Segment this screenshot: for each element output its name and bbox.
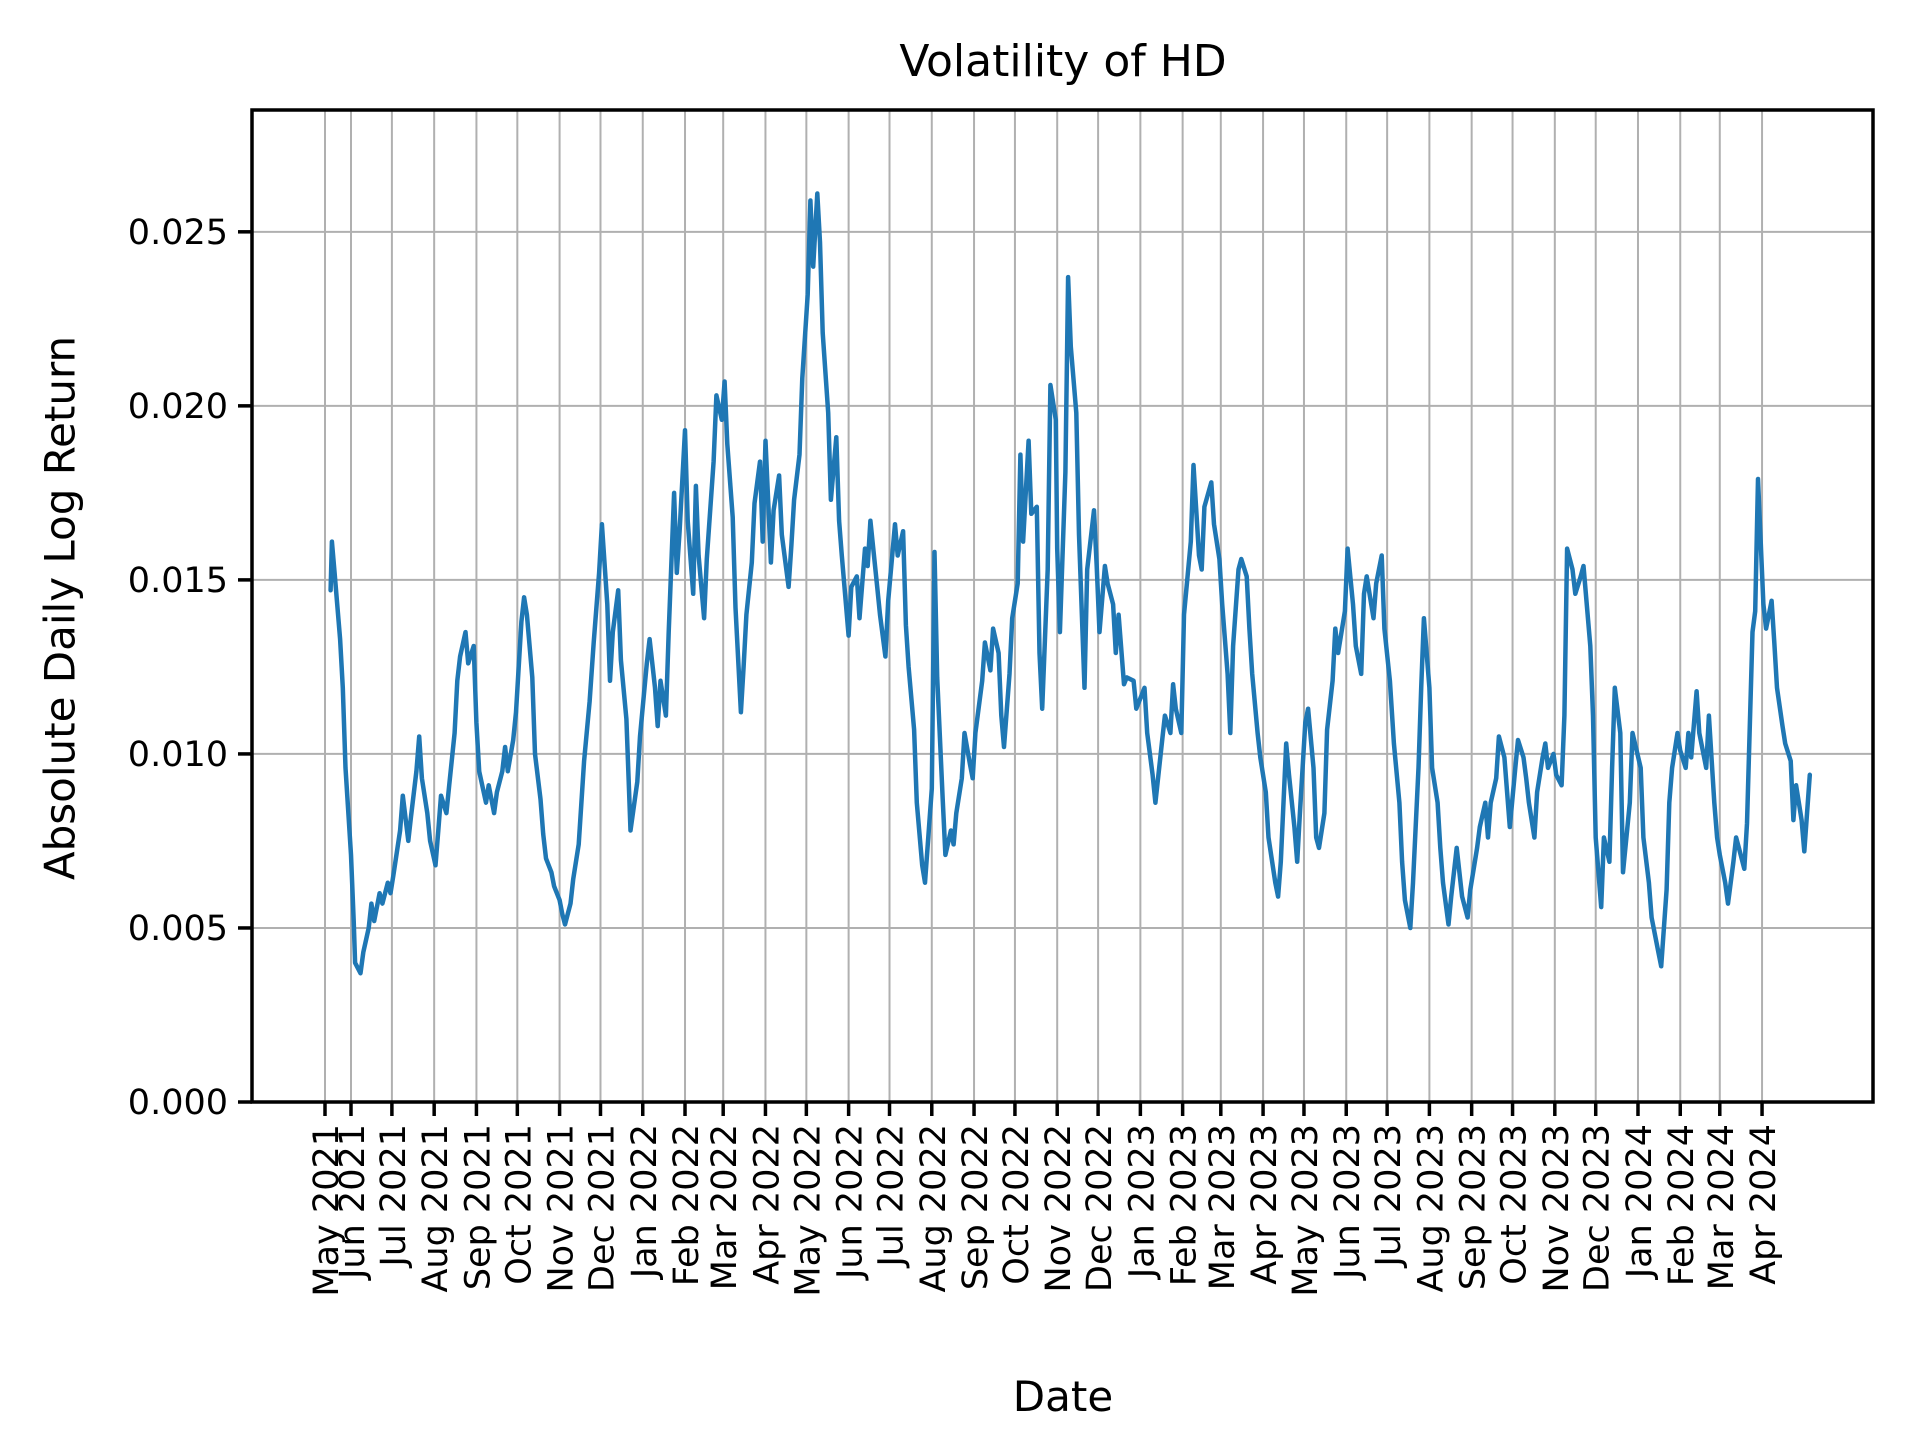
x-tick-label: Nov 2022 <box>1039 1124 1079 1293</box>
x-tick-label: May 2023 <box>1286 1124 1326 1297</box>
x-tick-label: Jun 2021 <box>333 1124 373 1281</box>
chart-title: Volatility of HD <box>899 36 1227 87</box>
y-tick-label: 0.020 <box>128 387 228 427</box>
x-tick-label: May 2021 <box>307 1124 347 1297</box>
x-tick-label: Feb 2024 <box>1662 1124 1702 1286</box>
x-tick-label: Sep 2021 <box>458 1124 498 1290</box>
y-tick-label: 0.025 <box>128 213 228 253</box>
x-tick-label: Jun 2022 <box>831 1124 871 1281</box>
x-tick-label: Dec 2021 <box>582 1124 622 1292</box>
x-tick-label: Feb 2023 <box>1165 1124 1205 1286</box>
x-tick-label: Jul 2022 <box>872 1124 912 1268</box>
data-line <box>328 191 1813 976</box>
x-tick-label: Jan 2023 <box>1122 1124 1162 1280</box>
x-tick-label: Sep 2023 <box>1454 1124 1494 1290</box>
x-tick-label: Apr 2022 <box>747 1124 787 1285</box>
x-tick-label: Aug 2021 <box>416 1124 456 1293</box>
x-tick-label: Dec 2023 <box>1578 1124 1618 1292</box>
x-tick-label: Feb 2022 <box>667 1124 707 1286</box>
x-tick-label: Jan 2024 <box>1620 1124 1660 1280</box>
x-tick-label: Oct 2022 <box>997 1124 1037 1285</box>
x-tick-label: Nov 2021 <box>542 1124 582 1293</box>
x-tick-label: Mar 2022 <box>705 1124 745 1290</box>
x-tick-label: Dec 2022 <box>1080 1124 1120 1292</box>
x-tick-label: Aug 2022 <box>914 1124 954 1293</box>
x-tick-label: May 2022 <box>788 1124 828 1297</box>
x-tick-label: Sep 2022 <box>956 1124 996 1290</box>
x-tick-label: Jun 2023 <box>1328 1124 1368 1281</box>
x-tick-label: Oct 2023 <box>1495 1124 1535 1285</box>
x-tick-label: Mar 2024 <box>1702 1124 1742 1290</box>
x-tick-label: Nov 2023 <box>1537 1124 1577 1293</box>
x-tick-label: Jul 2023 <box>1369 1124 1409 1268</box>
x-tick-label: Apr 2023 <box>1245 1124 1285 1285</box>
x-axis-label: Date <box>1012 1372 1114 1421</box>
x-tick-label: Aug 2023 <box>1411 1124 1451 1293</box>
plot-border <box>250 108 1875 1104</box>
x-tick-label: Oct 2021 <box>499 1124 539 1285</box>
x-tick-label: Apr 2024 <box>1744 1124 1784 1285</box>
x-tick-label: Jan 2022 <box>625 1124 665 1280</box>
y-tick-label: 0.005 <box>128 909 228 949</box>
y-axis-label: Absolute Daily Log Return <box>35 335 85 881</box>
y-tick-label: 0.015 <box>128 561 228 601</box>
y-tick-label: 0.010 <box>128 735 228 775</box>
x-tick-label: Mar 2023 <box>1203 1124 1243 1290</box>
x-tick-label: Jul 2021 <box>374 1124 414 1268</box>
y-tick-label: 0.000 <box>128 1083 228 1123</box>
